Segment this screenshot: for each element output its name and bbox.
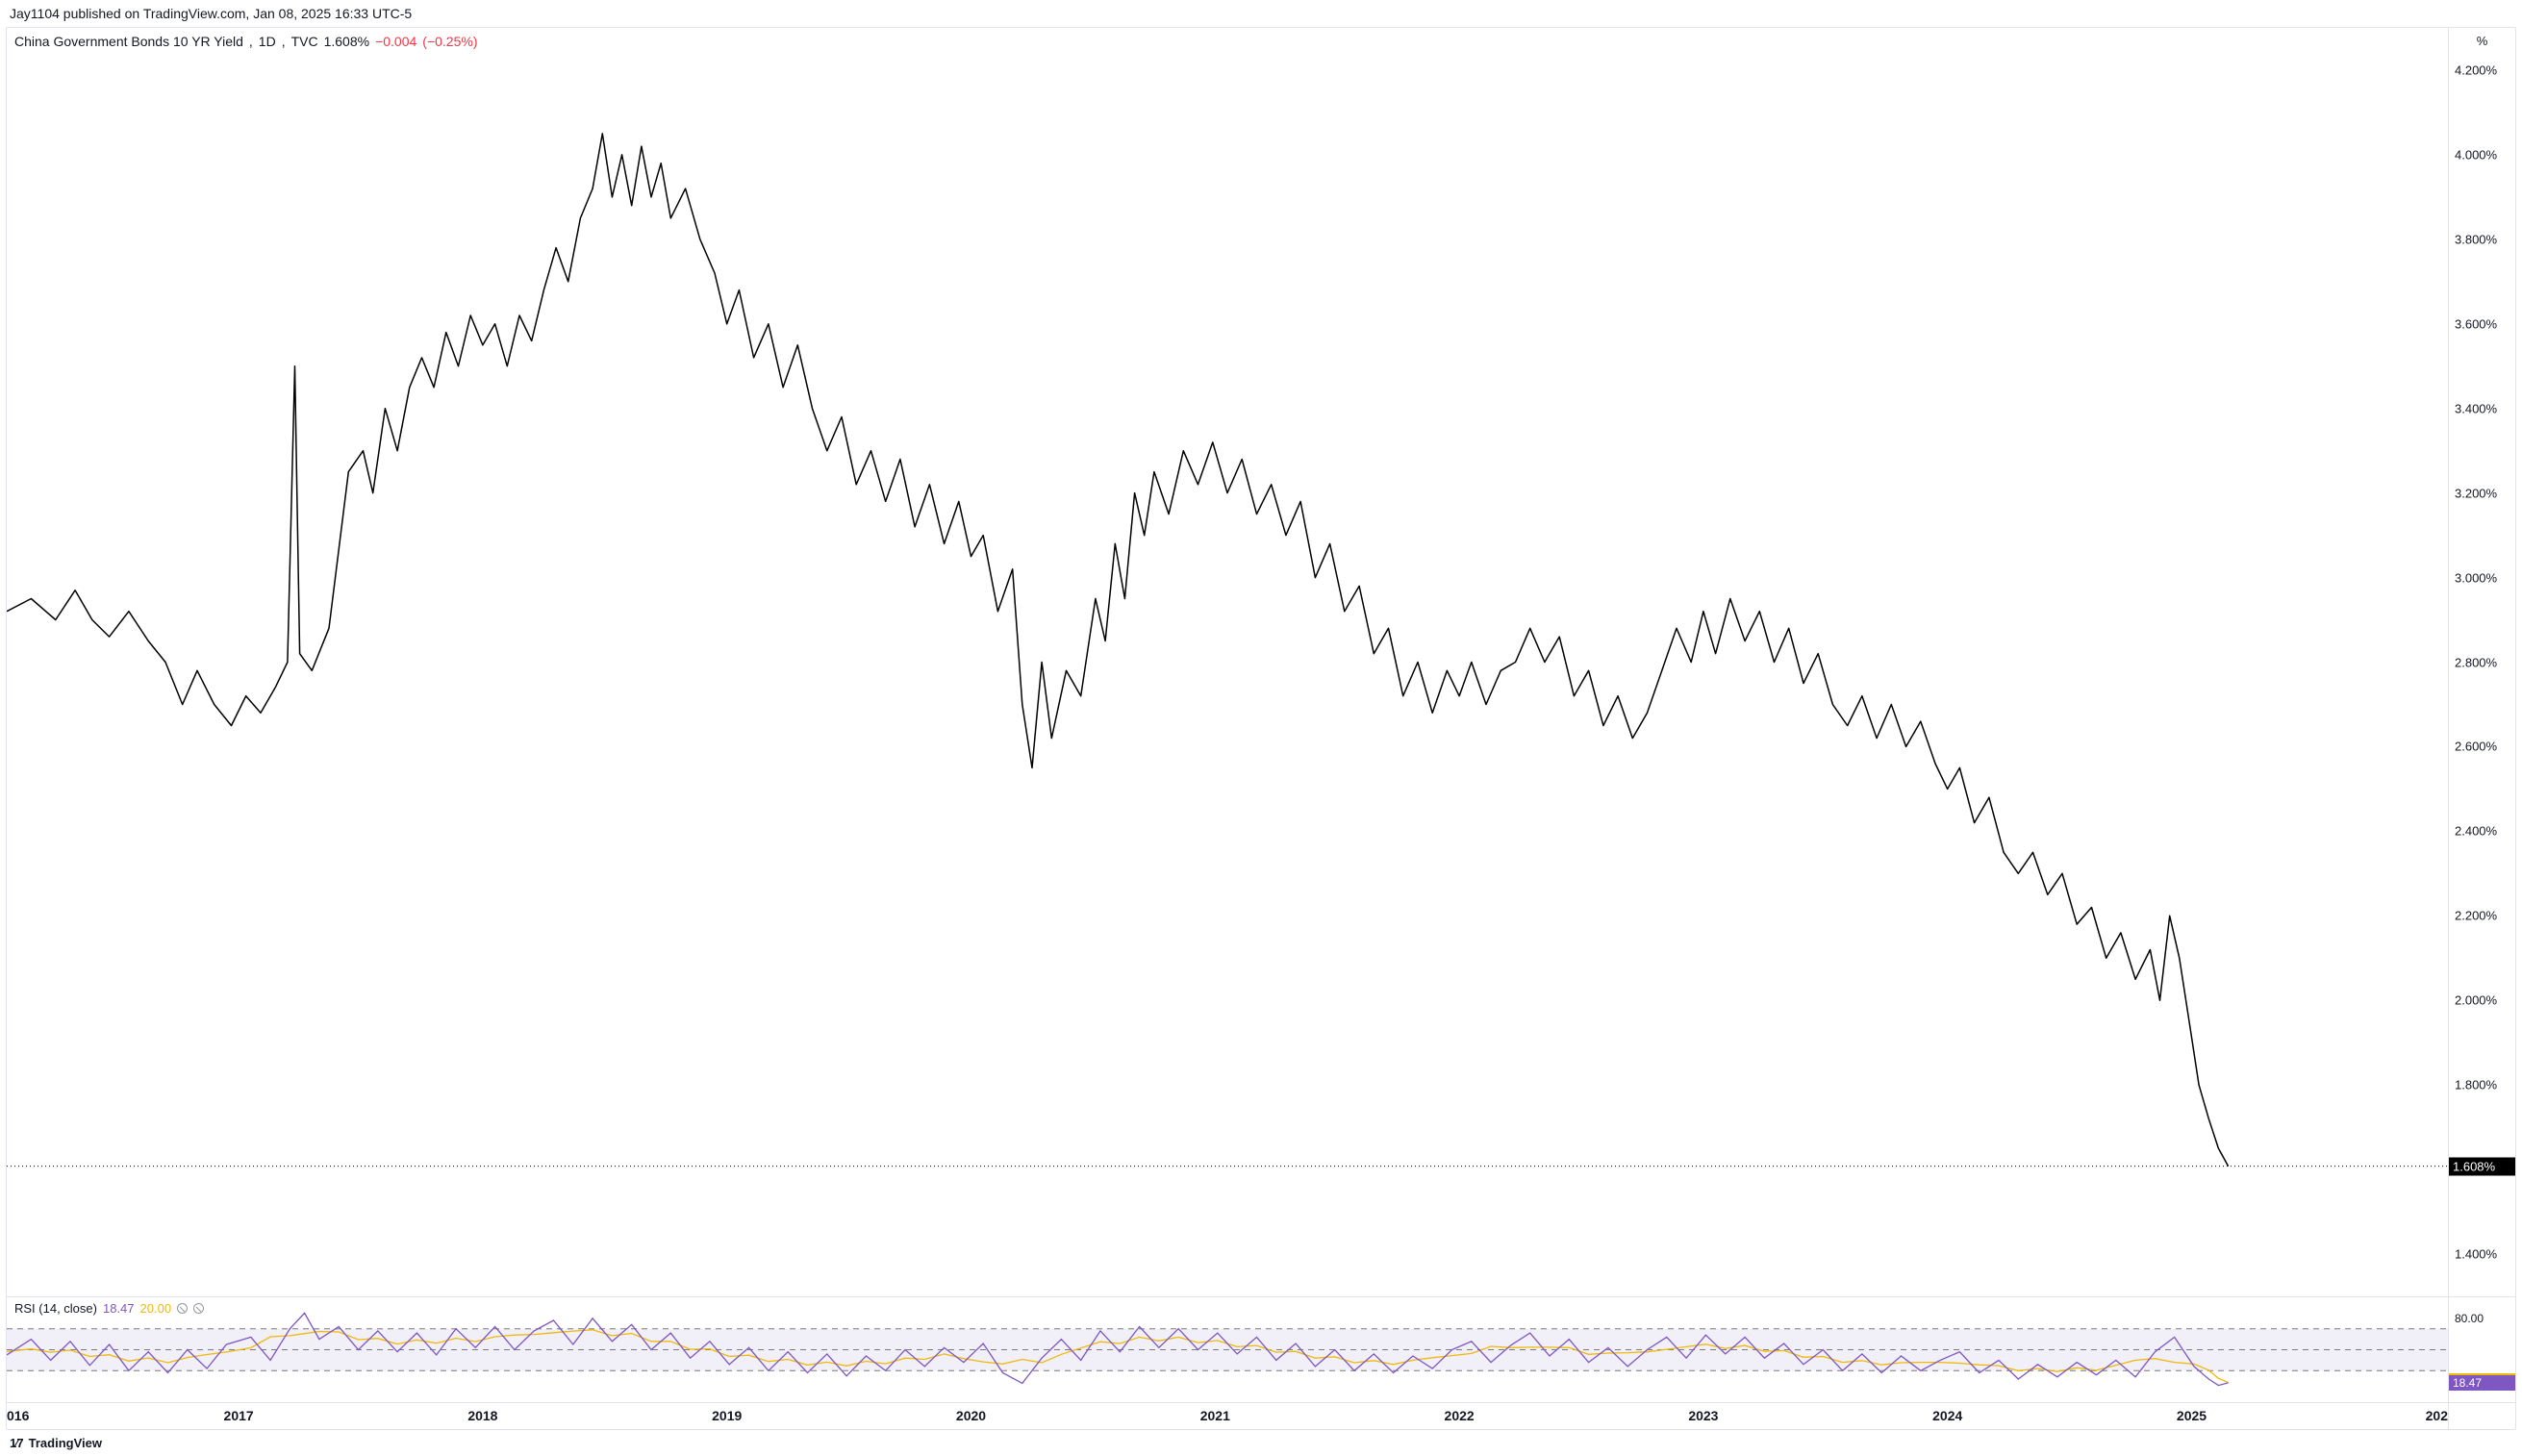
main-plot[interactable]: China Government Bonds 10 YR Yield , 1D … bbox=[7, 28, 2448, 1296]
main-legend: China Government Bonds 10 YR Yield , 1D … bbox=[14, 34, 477, 49]
x-tick: 202 bbox=[2426, 1408, 2448, 1423]
y-tick: 2.200% bbox=[2455, 909, 2497, 923]
y-tick: 4.200% bbox=[2455, 63, 2497, 77]
price-line-svg bbox=[7, 28, 2448, 1296]
y-tick: 2.800% bbox=[2455, 655, 2497, 669]
source: TVC bbox=[291, 34, 318, 49]
footer: 1⁄7 TradingView bbox=[0, 1430, 2522, 1456]
y-tick: 3.600% bbox=[2455, 316, 2497, 331]
rsi-plot[interactable]: RSI (14, close) 18.47 20.00 bbox=[7, 1297, 2448, 1402]
x-tick: 2024 bbox=[1932, 1408, 1962, 1423]
y-tick: 4.000% bbox=[2455, 147, 2497, 162]
y-tick: 3.400% bbox=[2455, 401, 2497, 415]
x-tick: 2018 bbox=[467, 1408, 497, 1423]
x-tick: 2019 bbox=[712, 1408, 742, 1423]
rsi-val-a: 18.47 bbox=[103, 1301, 135, 1316]
null-icon bbox=[177, 1303, 188, 1314]
y-tick: 2.000% bbox=[2455, 993, 2497, 1008]
interval: 1D bbox=[259, 34, 276, 49]
chart-frame: Jay1104 published on TradingView.com, Ja… bbox=[0, 0, 2522, 1456]
chart-area: China Government Bonds 10 YR Yield , 1D … bbox=[6, 27, 2516, 1430]
x-tick: 2022 bbox=[1445, 1408, 1475, 1423]
publish-info: Jay1104 published on TradingView.com, Ja… bbox=[0, 0, 2522, 25]
y-tick: 1.400% bbox=[2455, 1247, 2497, 1262]
x-tick: 2020 bbox=[956, 1408, 986, 1423]
y-tick: 2.600% bbox=[2455, 740, 2497, 754]
main-row: China Government Bonds 10 YR Yield , 1D … bbox=[7, 28, 2515, 1296]
symbol-name: China Government Bonds 10 YR Yield bbox=[14, 34, 243, 49]
change-abs: −0.004 bbox=[375, 34, 416, 49]
rsi-legend: RSI (14, close) 18.47 20.00 bbox=[14, 1301, 204, 1316]
x-tick: 2023 bbox=[1688, 1408, 1718, 1423]
last-value: 1.608% bbox=[324, 34, 369, 49]
brand-label: TradingView bbox=[29, 1436, 102, 1450]
xaxis-row: 016 2017 2018 2019 2020 2021 2022 2023 2024 2025 2… bbox=[7, 1402, 2515, 1429]
y-tick: 3.800% bbox=[2455, 232, 2497, 246]
current-price-tag: 1.608% bbox=[2449, 1157, 2515, 1175]
y-tick: 2.400% bbox=[2455, 824, 2497, 839]
rsi-val-b: 20.00 bbox=[140, 1301, 172, 1316]
xaxis-corner bbox=[2448, 1403, 2515, 1429]
xaxis[interactable]: 016 2017 2018 2019 2020 2021 2022 2023 2024 2025 2… bbox=[7, 1403, 2448, 1429]
tradingview-logo-icon: 1⁄7 bbox=[10, 1436, 23, 1450]
change-pct: (−0.25%) bbox=[422, 34, 477, 49]
x-tick: 2017 bbox=[224, 1408, 254, 1423]
x-tick: 2025 bbox=[2177, 1408, 2207, 1423]
main-yaxis[interactable]: % 4.200% 4.000% 3.800% 3.600% 3.400% 3.200% 3.… bbox=[2448, 28, 2515, 1296]
rsi-yaxis[interactable]: 80.0020.0018.47 bbox=[2448, 1297, 2515, 1402]
y-tick: 1.800% bbox=[2455, 1078, 2497, 1092]
y-tick: 3.200% bbox=[2455, 486, 2497, 500]
rsi-y-tick: 18.47 bbox=[2449, 1375, 2515, 1391]
x-tick: 016 bbox=[7, 1408, 29, 1423]
y-tick: 3.000% bbox=[2455, 570, 2497, 585]
y-unit: % bbox=[2449, 34, 2515, 48]
x-tick: 2021 bbox=[1200, 1408, 1230, 1423]
null-icon bbox=[193, 1303, 204, 1314]
rsi-line-svg bbox=[7, 1297, 2448, 1402]
rsi-row: RSI (14, close) 18.47 20.00 80.0020.0018… bbox=[7, 1296, 2515, 1402]
rsi-y-tick: 80.00 bbox=[2449, 1311, 2515, 1326]
rsi-name: RSI (14, close) bbox=[14, 1301, 97, 1316]
